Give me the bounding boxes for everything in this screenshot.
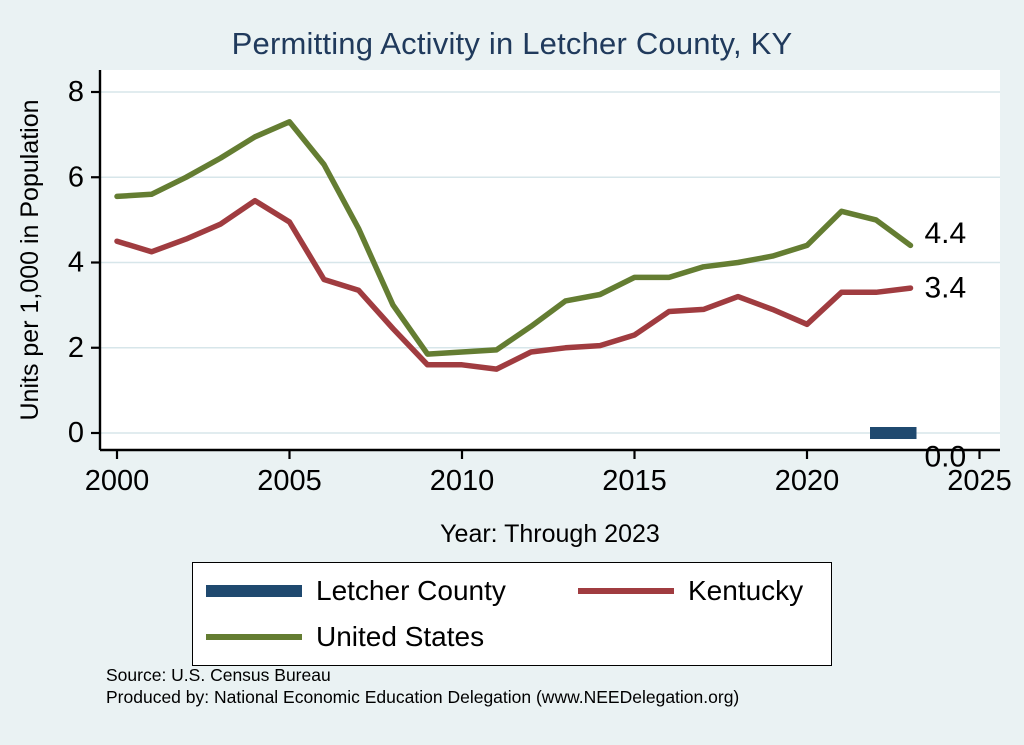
source-line-2: Produced by: National Economic Education… — [106, 687, 740, 708]
end-label-0.0: 0.0 — [925, 441, 967, 474]
series-united-states-line — [114, 119, 914, 357]
y-tick-label: 4 — [68, 247, 84, 279]
letcher-county-line-swatch — [206, 585, 302, 597]
line-chart: 0 2 4 6 8 2000 2005 2010 2015 2020 2025 Units per 1… — [16, 70, 1012, 497]
plot-area — [100, 70, 1000, 450]
source-note: Source: U.S. Census Bureau Produced by: … — [106, 664, 739, 709]
chart-title: Permitting Activity in Letcher County, K… — [231, 26, 793, 61]
end-label-3.4: 3.4 — [925, 272, 967, 305]
y-axis-title: Units per 1,000 in Population — [16, 99, 44, 420]
x-tick-label: 2005 — [257, 465, 322, 497]
x-tick-label: 2010 — [430, 465, 495, 497]
united-states-line-swatch — [206, 634, 302, 640]
legend: Letcher County Kentucky United States — [192, 562, 832, 666]
x-tick-label: 2000 — [85, 465, 150, 497]
y-tick-label: 2 — [68, 332, 84, 364]
x-tick-label: 2025 — [947, 465, 1012, 497]
x-axis-title: Year: Through 2023 — [440, 520, 660, 548]
legend-entry-letcher-county: Letcher County — [206, 573, 578, 609]
legend-entry-kentucky: Kentucky — [578, 573, 818, 609]
legend-label-kentucky: Kentucky — [688, 575, 804, 606]
x-tick-label: 2015 — [602, 465, 667, 497]
end-label-4.4: 4.4 — [925, 217, 967, 250]
kentucky-line-swatch — [578, 588, 674, 594]
legend-label-letcher-county: Letcher County — [316, 575, 506, 606]
y-tick-label: 0 — [68, 417, 84, 449]
legend-entry-united-states: United States — [206, 619, 578, 655]
y-tick-label: 6 — [68, 161, 84, 193]
source-line-1: Source: U.S. Census Bureau — [106, 665, 331, 685]
series-kentucky-line — [114, 197, 914, 372]
legend-label-united-states: United States — [316, 621, 485, 652]
y-tick-label: 8 — [68, 76, 84, 108]
x-tick-label: 2020 — [775, 465, 840, 497]
